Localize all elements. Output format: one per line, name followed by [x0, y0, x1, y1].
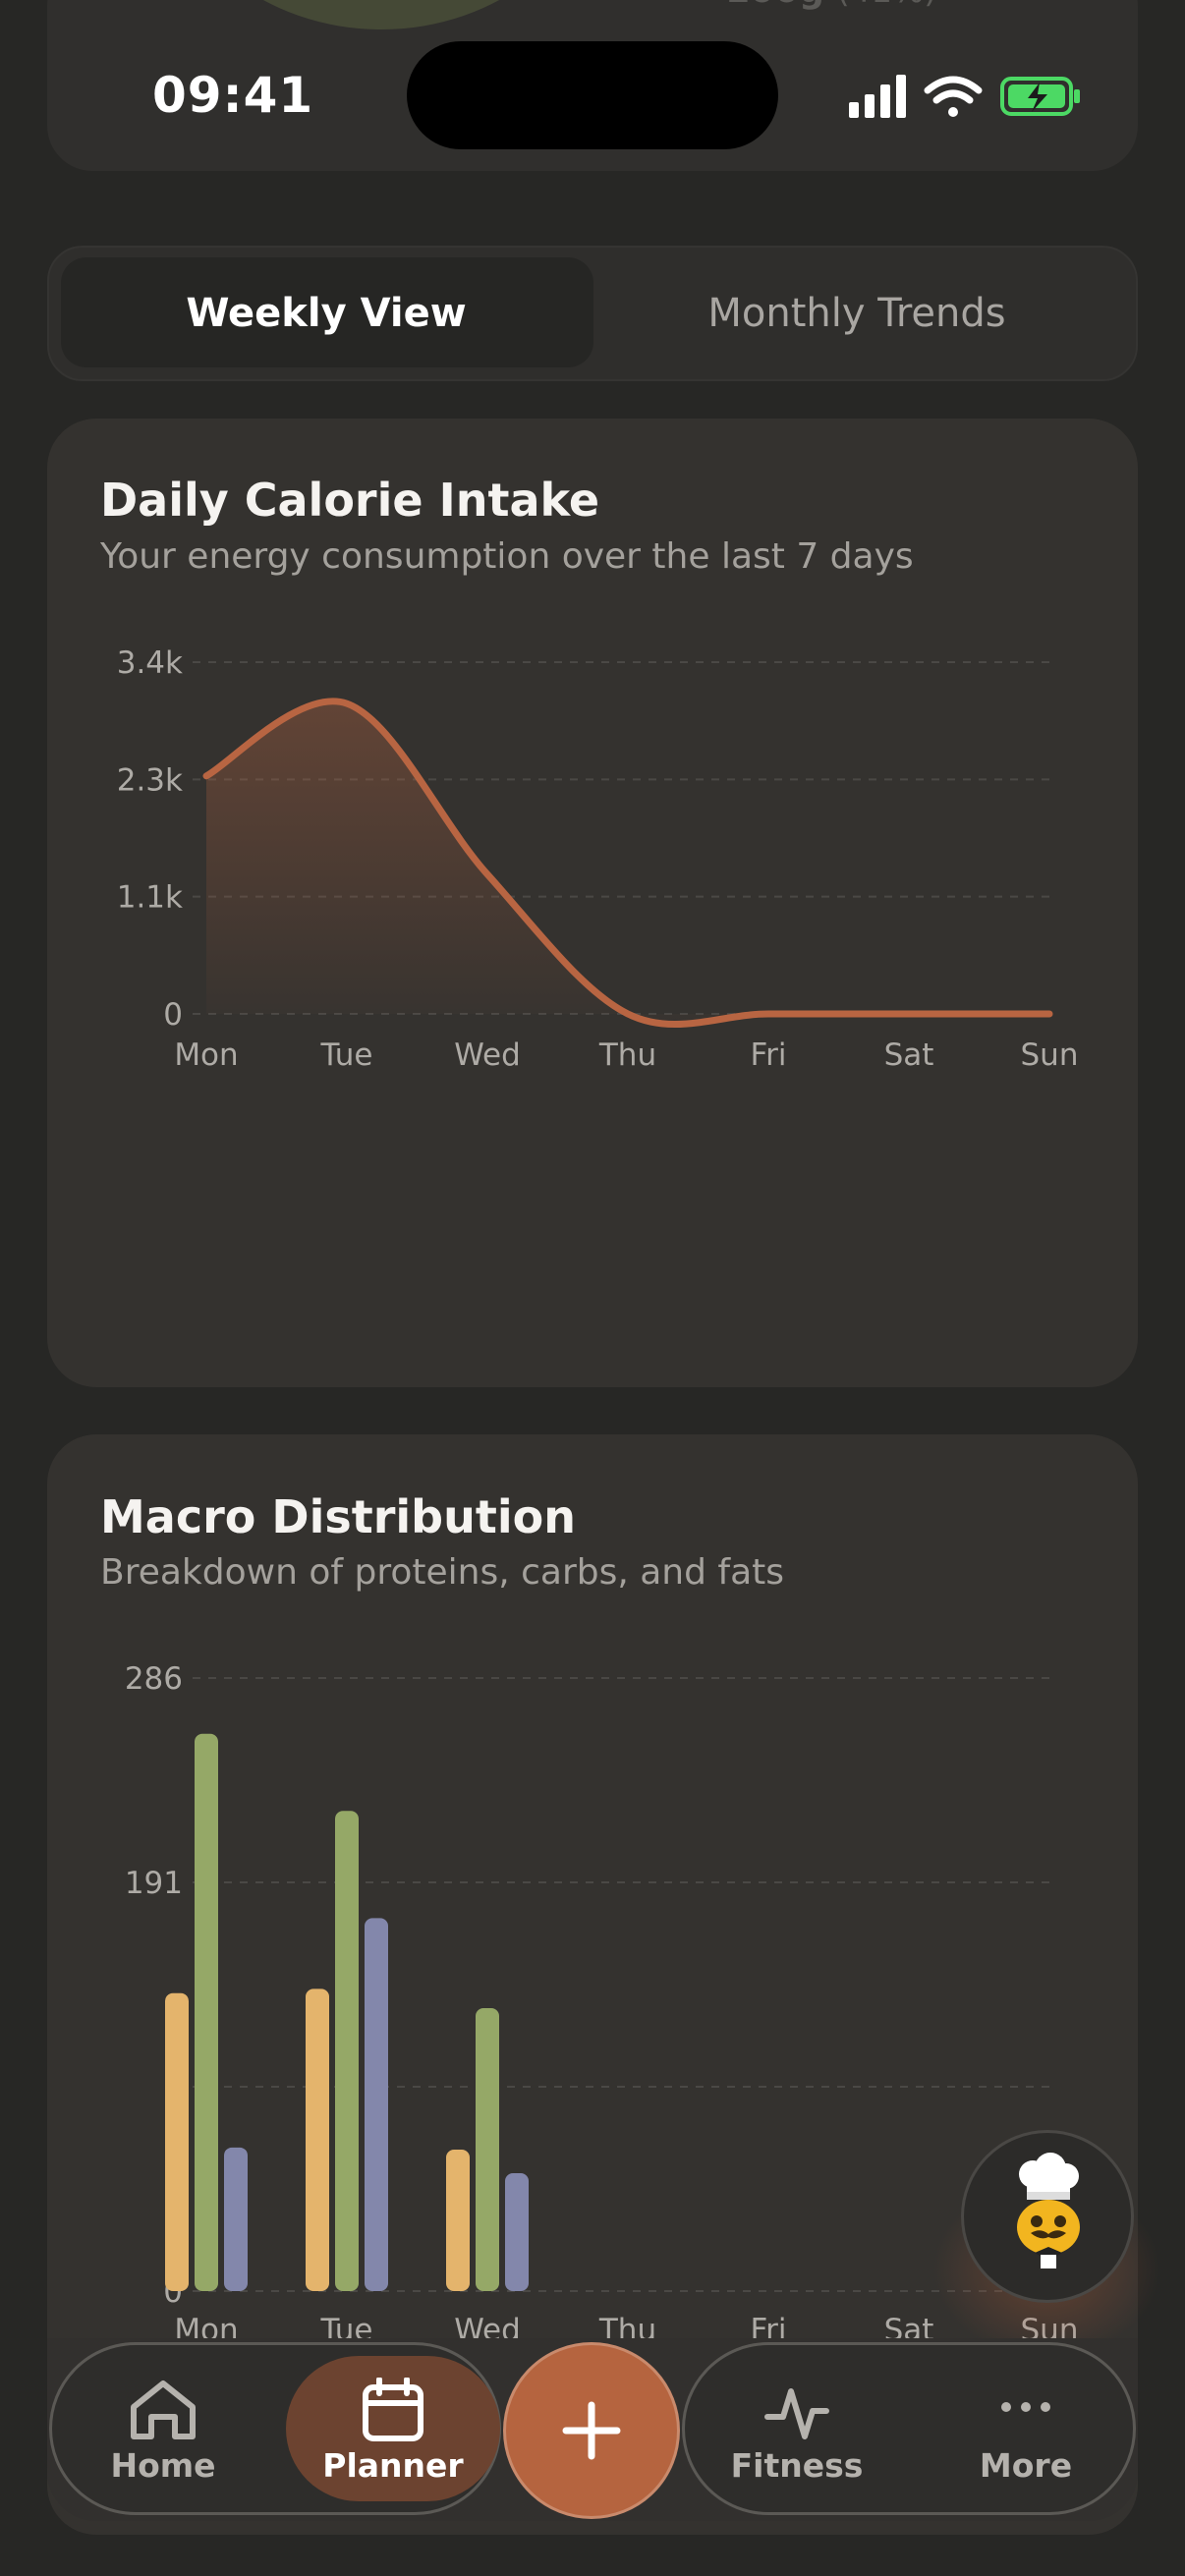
- nav-home[interactable]: Home: [65, 2378, 261, 2485]
- nav-fitness-label: Fitness: [730, 2446, 864, 2485]
- macro-bar: [476, 2008, 499, 2291]
- macro-bar: [195, 1733, 218, 2291]
- x-tick-label: Mon: [174, 1037, 238, 1073]
- tab-weekly-view[interactable]: [61, 257, 593, 367]
- tab-monthly-trends[interactable]: Monthly Trends: [707, 291, 1006, 336]
- signal-icon: [849, 75, 906, 118]
- nav-fitness[interactable]: Fitness: [699, 2378, 895, 2485]
- macro-amount: 100g (41%): [725, 0, 937, 11]
- x-tick-label: Sat: [884, 1037, 934, 1073]
- wifi-icon: [924, 76, 983, 117]
- macro-bar: [505, 2173, 529, 2291]
- macro-bar: [224, 2147, 248, 2291]
- x-tick-label: Wed: [454, 1037, 521, 1073]
- y-tick-label: 2.3k: [117, 762, 183, 798]
- chef-mascot-icon: [1017, 2153, 1080, 2268]
- nav-pill-right: [682, 2342, 1136, 2515]
- add-entry-button[interactable]: [503, 2342, 680, 2519]
- calorie-card-subtitle: Your energy consumption over the last 7 …: [100, 536, 914, 577]
- y-tick-label: 3.4k: [117, 645, 183, 681]
- macro-bar: [306, 1988, 329, 2291]
- x-tick-label: Sun: [1021, 1037, 1079, 1073]
- macro-bar: [335, 1811, 359, 2291]
- x-tick-label: Thu: [598, 1037, 656, 1073]
- macro-card-title: Macro Distribution: [100, 1490, 576, 1543]
- progress-ring: [165, 0, 597, 29]
- macro-card-subtitle: Breakdown of proteins, carbs, and fats: [100, 1552, 785, 1593]
- nav-more[interactable]: More: [928, 2378, 1124, 2485]
- macro-bar: [365, 1918, 388, 2291]
- status-time: 09:41: [152, 67, 314, 124]
- nav-more-label: More: [979, 2446, 1073, 2485]
- calorie-area-fill: [206, 700, 1049, 1025]
- macro-bar: [446, 2150, 470, 2291]
- battery-icon: [1000, 77, 1080, 116]
- macro-bar: [165, 1992, 189, 2291]
- more-dots-icon: [1001, 2402, 1050, 2412]
- nav-planner-label: Planner: [322, 2446, 464, 2485]
- x-tick-label: Fri: [751, 1037, 787, 1073]
- x-tick-label: Tue: [320, 1037, 373, 1073]
- y-tick-label: 191: [125, 1866, 183, 1901]
- y-tick-label: 0: [163, 997, 183, 1033]
- activity-icon: [764, 2388, 829, 2439]
- macro-bar-chart: 09191286MonTueWedThuFriSatSun: [125, 1661, 1079, 2348]
- tab-weekly-view-label[interactable]: Weekly View: [186, 291, 467, 336]
- home-icon: [131, 2380, 196, 2439]
- calorie-area-chart: 0 1.1k 2.3k 3.4k Mon Tue Wed Thu Fri Sat Sun: [117, 645, 1079, 1073]
- status-icons: [849, 75, 1080, 118]
- y-tick-label: 1.1k: [117, 880, 183, 916]
- calorie-series-line: [202, 698, 1053, 1028]
- nav-planner[interactable]: Planner: [295, 2377, 491, 2485]
- assistant-button[interactable]: [961, 2130, 1134, 2303]
- plus-icon: [562, 2401, 621, 2460]
- y-tick-label: 286: [125, 1661, 183, 1697]
- planner-active-indicator: [286, 2356, 500, 2501]
- calorie-card-title: Daily Calorie Intake: [100, 474, 600, 527]
- nav-home-label: Home: [110, 2446, 216, 2485]
- calendar-icon: [363, 2377, 423, 2441]
- dynamic-island: [407, 41, 778, 149]
